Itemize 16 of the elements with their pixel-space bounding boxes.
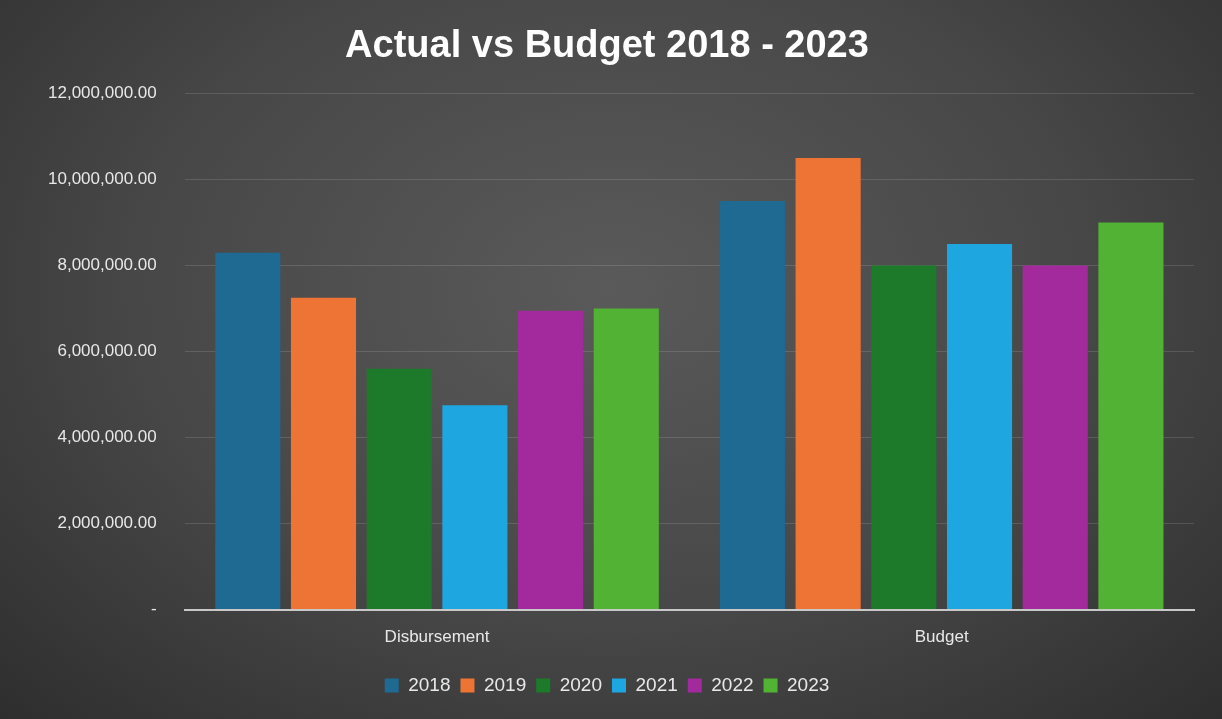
y-tick-label: - — [151, 599, 157, 619]
legend-label: 2020 — [559, 673, 603, 695]
chart-title: Actual vs Budget 2018 - 2023 — [345, 23, 869, 66]
y-tick-label: 10,000,000.00 — [48, 169, 157, 189]
y-tick-label: 12,000,000.00 — [48, 83, 157, 103]
legend-label: 2023 — [787, 673, 830, 695]
legend-label: 2019 — [483, 673, 527, 695]
y-tick-label: 6,000,000.00 — [57, 341, 157, 361]
x-tick-label: Budget — [914, 627, 969, 647]
legend-label: 2022 — [711, 673, 754, 695]
legend-label: 2018 — [408, 673, 451, 695]
y-tick-label: 2,000,000.00 — [57, 513, 157, 533]
x-tick-label: Disbursement — [384, 627, 490, 647]
legend-label: 2021 — [635, 673, 678, 695]
y-tick-label: 4,000,000.00 — [57, 427, 157, 447]
y-tick-label: 8,000,000.00 — [57, 255, 157, 275]
